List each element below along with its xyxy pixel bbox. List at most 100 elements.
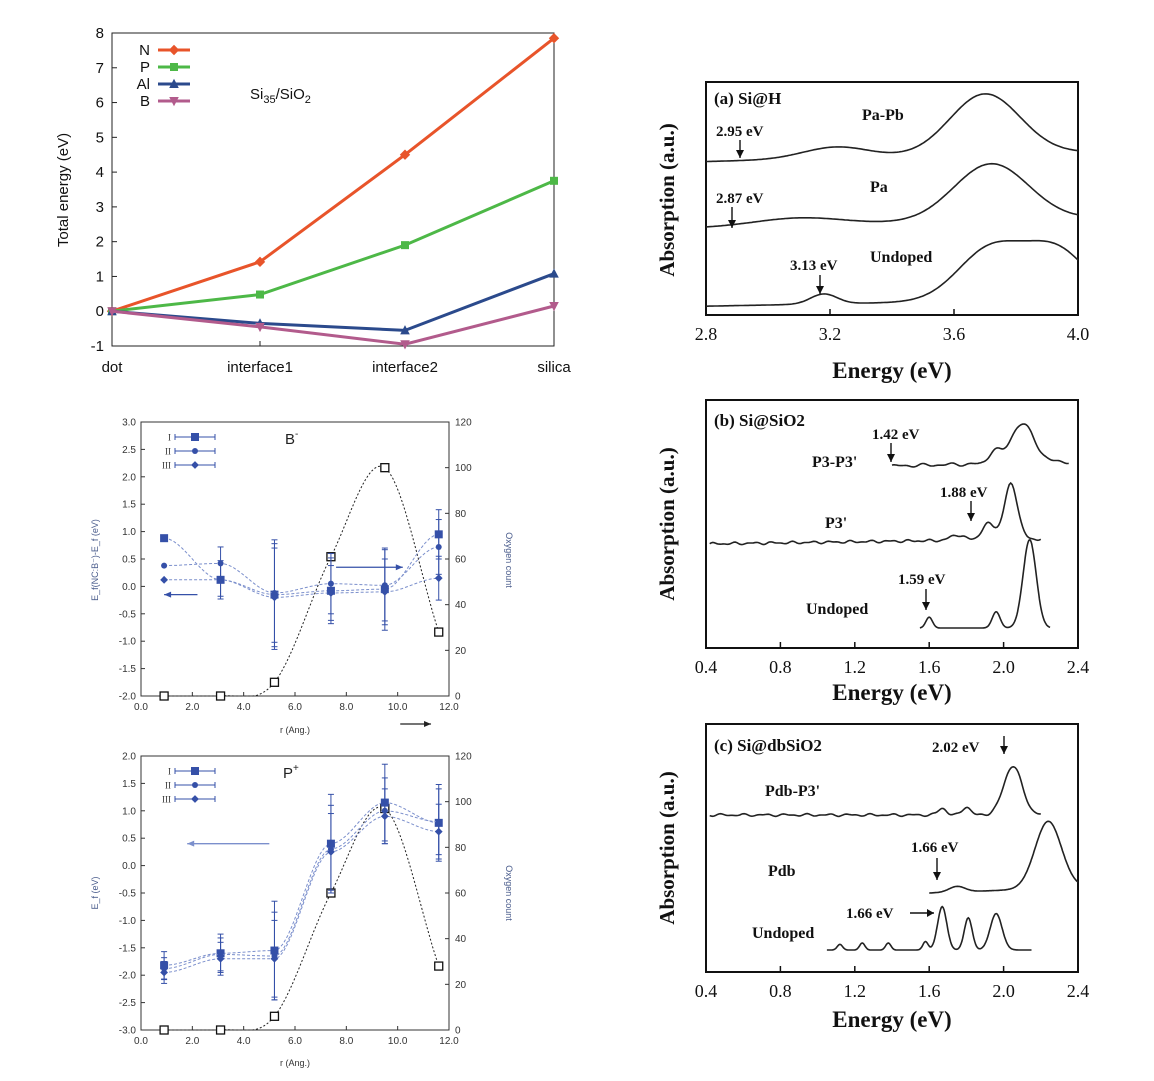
series-line xyxy=(111,304,555,346)
data-point xyxy=(400,340,410,350)
y2-tick-label: 100 xyxy=(455,463,472,474)
x-tick-label: 0.0 xyxy=(134,1036,148,1047)
plot-frame xyxy=(111,32,555,347)
y-tick-label: -1.5 xyxy=(119,664,137,675)
absorption-curve xyxy=(705,162,1079,228)
curve-label: Undoped xyxy=(752,925,814,942)
data-point xyxy=(434,827,443,836)
absorption-chart-a: 2.8 3.2 3.6 4.0 Pa-Pb Pa Undoped 2.95 eV 2.87 eV… xyxy=(655,81,1089,383)
y-tick-label: 6 xyxy=(96,95,104,112)
x-tick-label: 10.0 xyxy=(388,702,408,713)
chart-title: (c) Si@dbSiO2 xyxy=(714,736,822,755)
chart-title: Si35/SiO2 xyxy=(250,86,311,106)
y2-tick-label: 120 xyxy=(455,418,472,429)
legend-marker xyxy=(169,97,179,107)
absorption-curve xyxy=(919,539,1051,629)
x-tick-label: 0.8 xyxy=(769,981,792,1001)
fit-curve xyxy=(164,577,439,598)
y-tick-label: -0.5 xyxy=(119,609,137,620)
x-tick-label: 8.0 xyxy=(339,1036,353,1047)
x-tick-label: 4.0 xyxy=(237,1036,251,1047)
x-tick-label: 2.4 xyxy=(1067,981,1090,1001)
data-point xyxy=(327,848,335,856)
absorption-curve xyxy=(706,93,1079,163)
x-tick-label: 10.0 xyxy=(388,1036,408,1047)
x-tick-label: 3.2 xyxy=(819,324,842,344)
legend-marker xyxy=(168,44,180,56)
peak-annotation: 1.88 eV xyxy=(940,485,988,501)
b-minus-chart: -2.0 -1.5 -1.0 -0.5 0.0 0.5 1.0 1.5 2.0 2.5 3.0 0 20… xyxy=(90,418,514,736)
oxygen-count-point xyxy=(159,691,169,701)
y-axis-label: Absorption (a.u.) xyxy=(655,447,679,600)
legend-marker xyxy=(191,461,199,469)
y2-axis-label: Oxygen count xyxy=(504,532,514,588)
y-tick-label: 2.0 xyxy=(122,472,136,483)
y-tick-label: 3 xyxy=(96,199,104,216)
data-point xyxy=(400,325,410,335)
data-point xyxy=(161,562,168,569)
plot-frame xyxy=(140,755,450,1031)
y-tick-label: 3.0 xyxy=(122,418,136,429)
data-point xyxy=(380,812,389,821)
peak-annotation: 2.02 eV xyxy=(932,740,980,756)
data-point xyxy=(160,575,168,584)
chart-title: (b) Si@SiO2 xyxy=(714,411,805,430)
curve-label: P3-P3' xyxy=(812,454,857,471)
curve-label: Undoped xyxy=(806,601,868,618)
y2-tick-label: 20 xyxy=(455,646,467,657)
x-tick-label: dot xyxy=(102,359,124,376)
oxygen-count-point xyxy=(159,1025,169,1035)
x-tick-label: 1.6 xyxy=(918,981,941,1001)
y-axis-label: Total energy (eV) xyxy=(55,133,72,247)
y-tick-label: 8 xyxy=(96,25,104,42)
absorption-chart-c: 0.4 0.8 1.2 1.6 2.0 2.4 Pdb-P3' Pdb Undoped 2.02 … xyxy=(655,723,1090,1032)
y-tick-label: 1.0 xyxy=(122,806,136,817)
annotation-arrow-head xyxy=(728,220,736,228)
x-tick-label: 6.0 xyxy=(288,1036,302,1047)
y2-axis-label: Oxygen count xyxy=(504,865,514,921)
oxygen-count-point xyxy=(215,691,226,701)
y2-tick-label: 0 xyxy=(455,692,461,703)
fit-curve xyxy=(164,533,439,596)
legend-label: I xyxy=(168,767,171,777)
y-tick-label: 0 xyxy=(96,303,104,320)
chart-title: B- xyxy=(285,429,298,448)
x-tick-label: 2.8 xyxy=(695,324,718,344)
oxygen-count-curve xyxy=(164,465,440,697)
y-tick-label: 1.0 xyxy=(122,527,136,538)
x-tick-label: 2.0 xyxy=(992,981,1015,1001)
fit-curve xyxy=(164,815,439,973)
x-axis-label: Energy (eV) xyxy=(832,358,951,383)
absorption-curve xyxy=(826,905,1032,951)
legend-marker xyxy=(191,795,199,803)
y-tick-label: 0.5 xyxy=(122,834,136,845)
oxygen-count-point xyxy=(269,1011,280,1021)
annotation-arrow-head xyxy=(927,909,934,917)
x-tick-label: 4.0 xyxy=(237,702,251,713)
y-tick-label: -2.0 xyxy=(119,692,137,703)
legend-label: I xyxy=(168,433,171,443)
fit-curve xyxy=(164,802,439,966)
axis-arrow-head xyxy=(395,564,403,571)
curve-label: P3' xyxy=(825,515,847,532)
x-tick-label: 0.8 xyxy=(769,657,792,677)
y-axis-label: Absorption (a.u.) xyxy=(655,123,679,276)
oxygen-count-point xyxy=(215,1025,226,1035)
y-tick-label: -0.5 xyxy=(119,889,137,900)
data-point xyxy=(549,302,559,312)
x-axis-label: Energy (eV) xyxy=(832,680,951,705)
data-point xyxy=(548,33,560,44)
oxygen-count-point xyxy=(269,677,280,687)
peak-annotation: 1.59 eV xyxy=(898,572,946,588)
y2-tick-label: 0 xyxy=(455,1026,461,1037)
plot-frame xyxy=(705,723,1079,973)
y-axis-label: E_f (eV) xyxy=(90,876,100,909)
peak-annotation: 1.42 eV xyxy=(872,427,920,443)
y-tick-label: -3.0 xyxy=(119,1026,137,1037)
y2-tick-label: 60 xyxy=(455,889,467,900)
annotation-arrow-head xyxy=(967,513,975,521)
data-point xyxy=(550,176,558,185)
absorption-curve xyxy=(709,765,1041,818)
chart-title: (a) Si@H xyxy=(714,89,781,108)
legend-marker xyxy=(170,63,178,71)
